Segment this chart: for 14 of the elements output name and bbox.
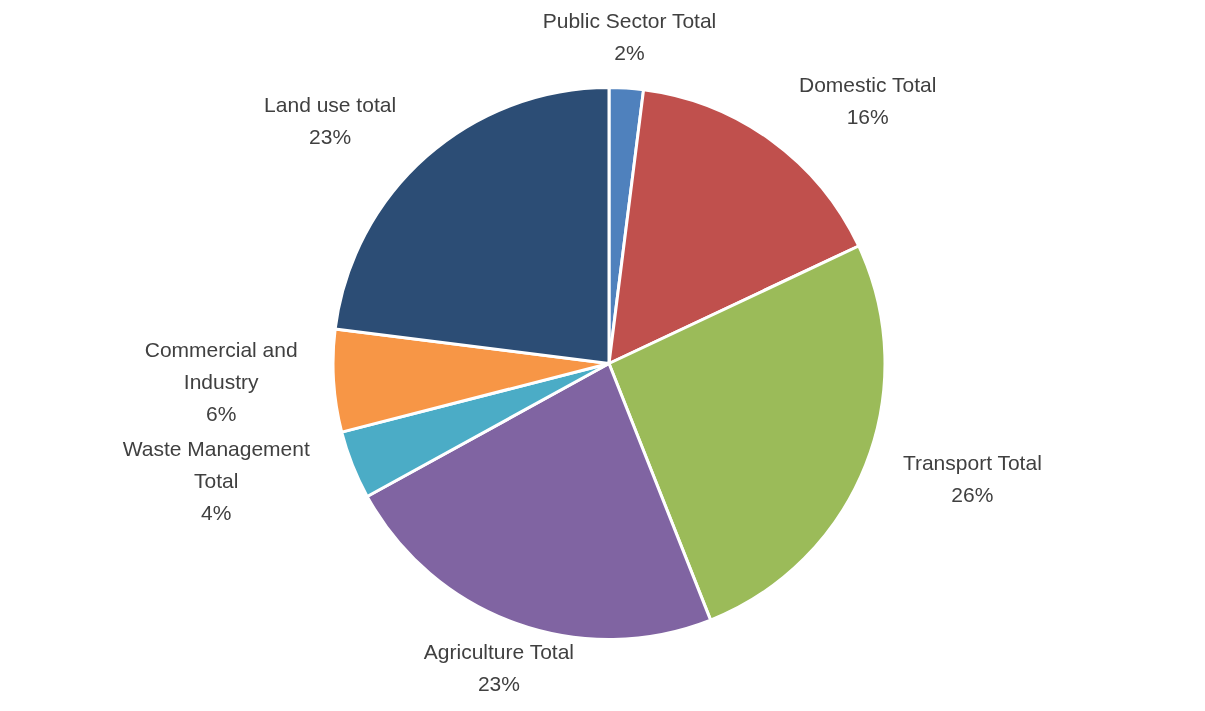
data-label: 6% [205,401,237,425]
data-label: 23% [309,124,352,148]
slice-label: Waste Management Total [122,436,310,492]
slice-label: Agriculture Total [423,640,574,664]
data-label: 2% [614,40,645,64]
slice-label: Domestic Total [799,73,937,97]
slice-label: Public Sector Total [542,8,717,32]
data-label: 16% [846,105,889,129]
data-label: 23% [477,672,520,696]
data-label: 26% [951,482,994,506]
slice-label: Transport Total [902,450,1042,474]
data-label: 4% [201,500,232,524]
slice-label: Land use total [264,92,397,116]
slice-label: Commercial and Industry [144,337,298,393]
